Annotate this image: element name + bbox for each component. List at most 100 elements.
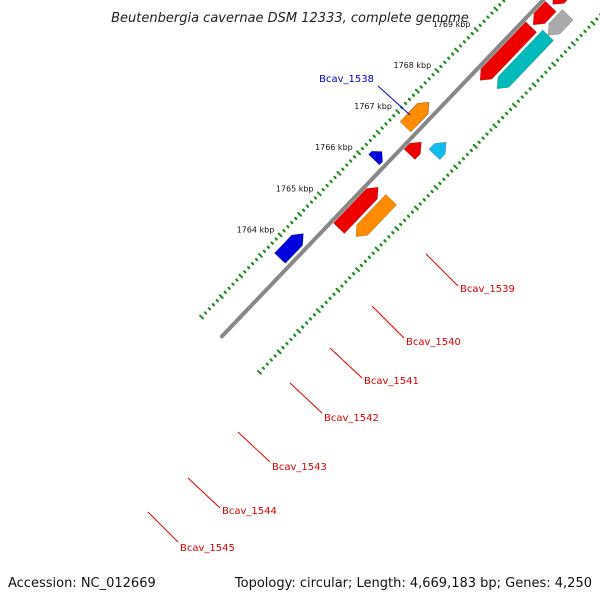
tick — [223, 290, 227, 295]
tick — [478, 23, 482, 28]
tick — [427, 77, 431, 81]
tick — [450, 52, 455, 56]
tick — [465, 152, 470, 157]
accession-text: Accession: NC_012669 — [8, 576, 156, 591]
tick — [227, 286, 231, 290]
tick — [270, 241, 274, 245]
gene-leader-line — [237, 431, 271, 463]
tick — [481, 136, 485, 140]
tick — [341, 167, 345, 171]
tick — [340, 284, 344, 288]
tick — [247, 266, 251, 270]
tick — [367, 255, 371, 259]
tick — [458, 44, 463, 48]
tick — [410, 210, 415, 214]
tick — [450, 169, 454, 173]
tick — [218, 294, 224, 299]
tick — [352, 155, 357, 159]
tick — [454, 47, 460, 53]
tick — [199, 314, 205, 320]
backbone-line — [219, 0, 546, 339]
tick — [555, 58, 560, 62]
tick — [238, 273, 244, 279]
tick — [411, 93, 416, 97]
tick — [433, 185, 439, 190]
tick — [446, 173, 450, 177]
tick — [453, 164, 459, 170]
tick — [320, 304, 324, 309]
tick — [486, 15, 490, 19]
gene-feature-cyan — [496, 29, 554, 90]
gene-label-bcav_1542: Bcav_1542 — [324, 413, 379, 424]
tick — [379, 243, 383, 247]
tick — [423, 81, 427, 85]
tick — [403, 101, 408, 106]
tick — [399, 222, 403, 227]
tick — [356, 150, 361, 156]
tick — [544, 70, 548, 75]
gene-features — [274, 0, 574, 264]
gene-leader-line — [377, 85, 411, 116]
tick — [563, 50, 568, 54]
tick — [282, 229, 286, 233]
tick — [276, 349, 282, 355]
tick — [528, 87, 532, 91]
tick — [457, 161, 462, 165]
tick — [296, 328, 302, 334]
tick — [349, 159, 353, 163]
tick — [368, 138, 372, 143]
tick — [375, 129, 381, 135]
tick — [394, 226, 400, 231]
kbp-label: 1768 kbp — [393, 61, 431, 70]
gene-feature-light_blue — [428, 141, 447, 161]
gene-feature-gray — [547, 9, 574, 36]
tick — [281, 346, 285, 350]
tick — [332, 292, 336, 296]
tick — [567, 46, 572, 50]
tick — [348, 276, 352, 280]
tick — [269, 358, 273, 362]
tick — [520, 95, 524, 99]
tick — [250, 261, 255, 266]
tick — [402, 218, 407, 222]
tick — [426, 194, 430, 198]
map-title: Beutenbergia cavernae DSM 12333, complet… — [111, 11, 469, 26]
tick — [443, 60, 447, 65]
tick — [442, 177, 446, 181]
tick — [462, 40, 467, 44]
tick — [498, 3, 502, 7]
tick — [333, 175, 337, 180]
tick — [406, 214, 411, 218]
tick — [439, 64, 443, 69]
gene-label-bcav_1544: Bcav_1544 — [222, 506, 277, 517]
tick — [387, 235, 391, 239]
tick — [407, 97, 412, 101]
gene-leader-line — [147, 511, 179, 543]
gene-leader-line — [289, 382, 323, 414]
tick — [595, 17, 599, 21]
tick — [235, 278, 239, 282]
tick — [277, 232, 283, 238]
tick — [274, 237, 278, 241]
tick — [477, 140, 481, 144]
tick — [511, 102, 517, 108]
tick — [501, 0, 506, 3]
gene-feature-red — [333, 186, 379, 234]
tick — [469, 148, 473, 153]
tick — [211, 303, 216, 307]
tick — [371, 251, 375, 255]
tick — [414, 88, 420, 94]
kbp-label: 1769 kbp — [433, 20, 471, 29]
gene-feature-blue — [274, 233, 304, 264]
tick — [383, 239, 387, 243]
tick — [286, 225, 290, 229]
tick — [329, 179, 333, 184]
footer: Accession: NC_012669 Topology: circular;… — [0, 570, 600, 600]
tick — [434, 68, 440, 73]
tick — [203, 311, 208, 315]
tick — [438, 181, 442, 185]
gene-label-bcav_1545: Bcav_1545 — [180, 543, 235, 554]
tick — [305, 204, 310, 208]
tick — [308, 317, 313, 321]
tick — [583, 29, 587, 34]
